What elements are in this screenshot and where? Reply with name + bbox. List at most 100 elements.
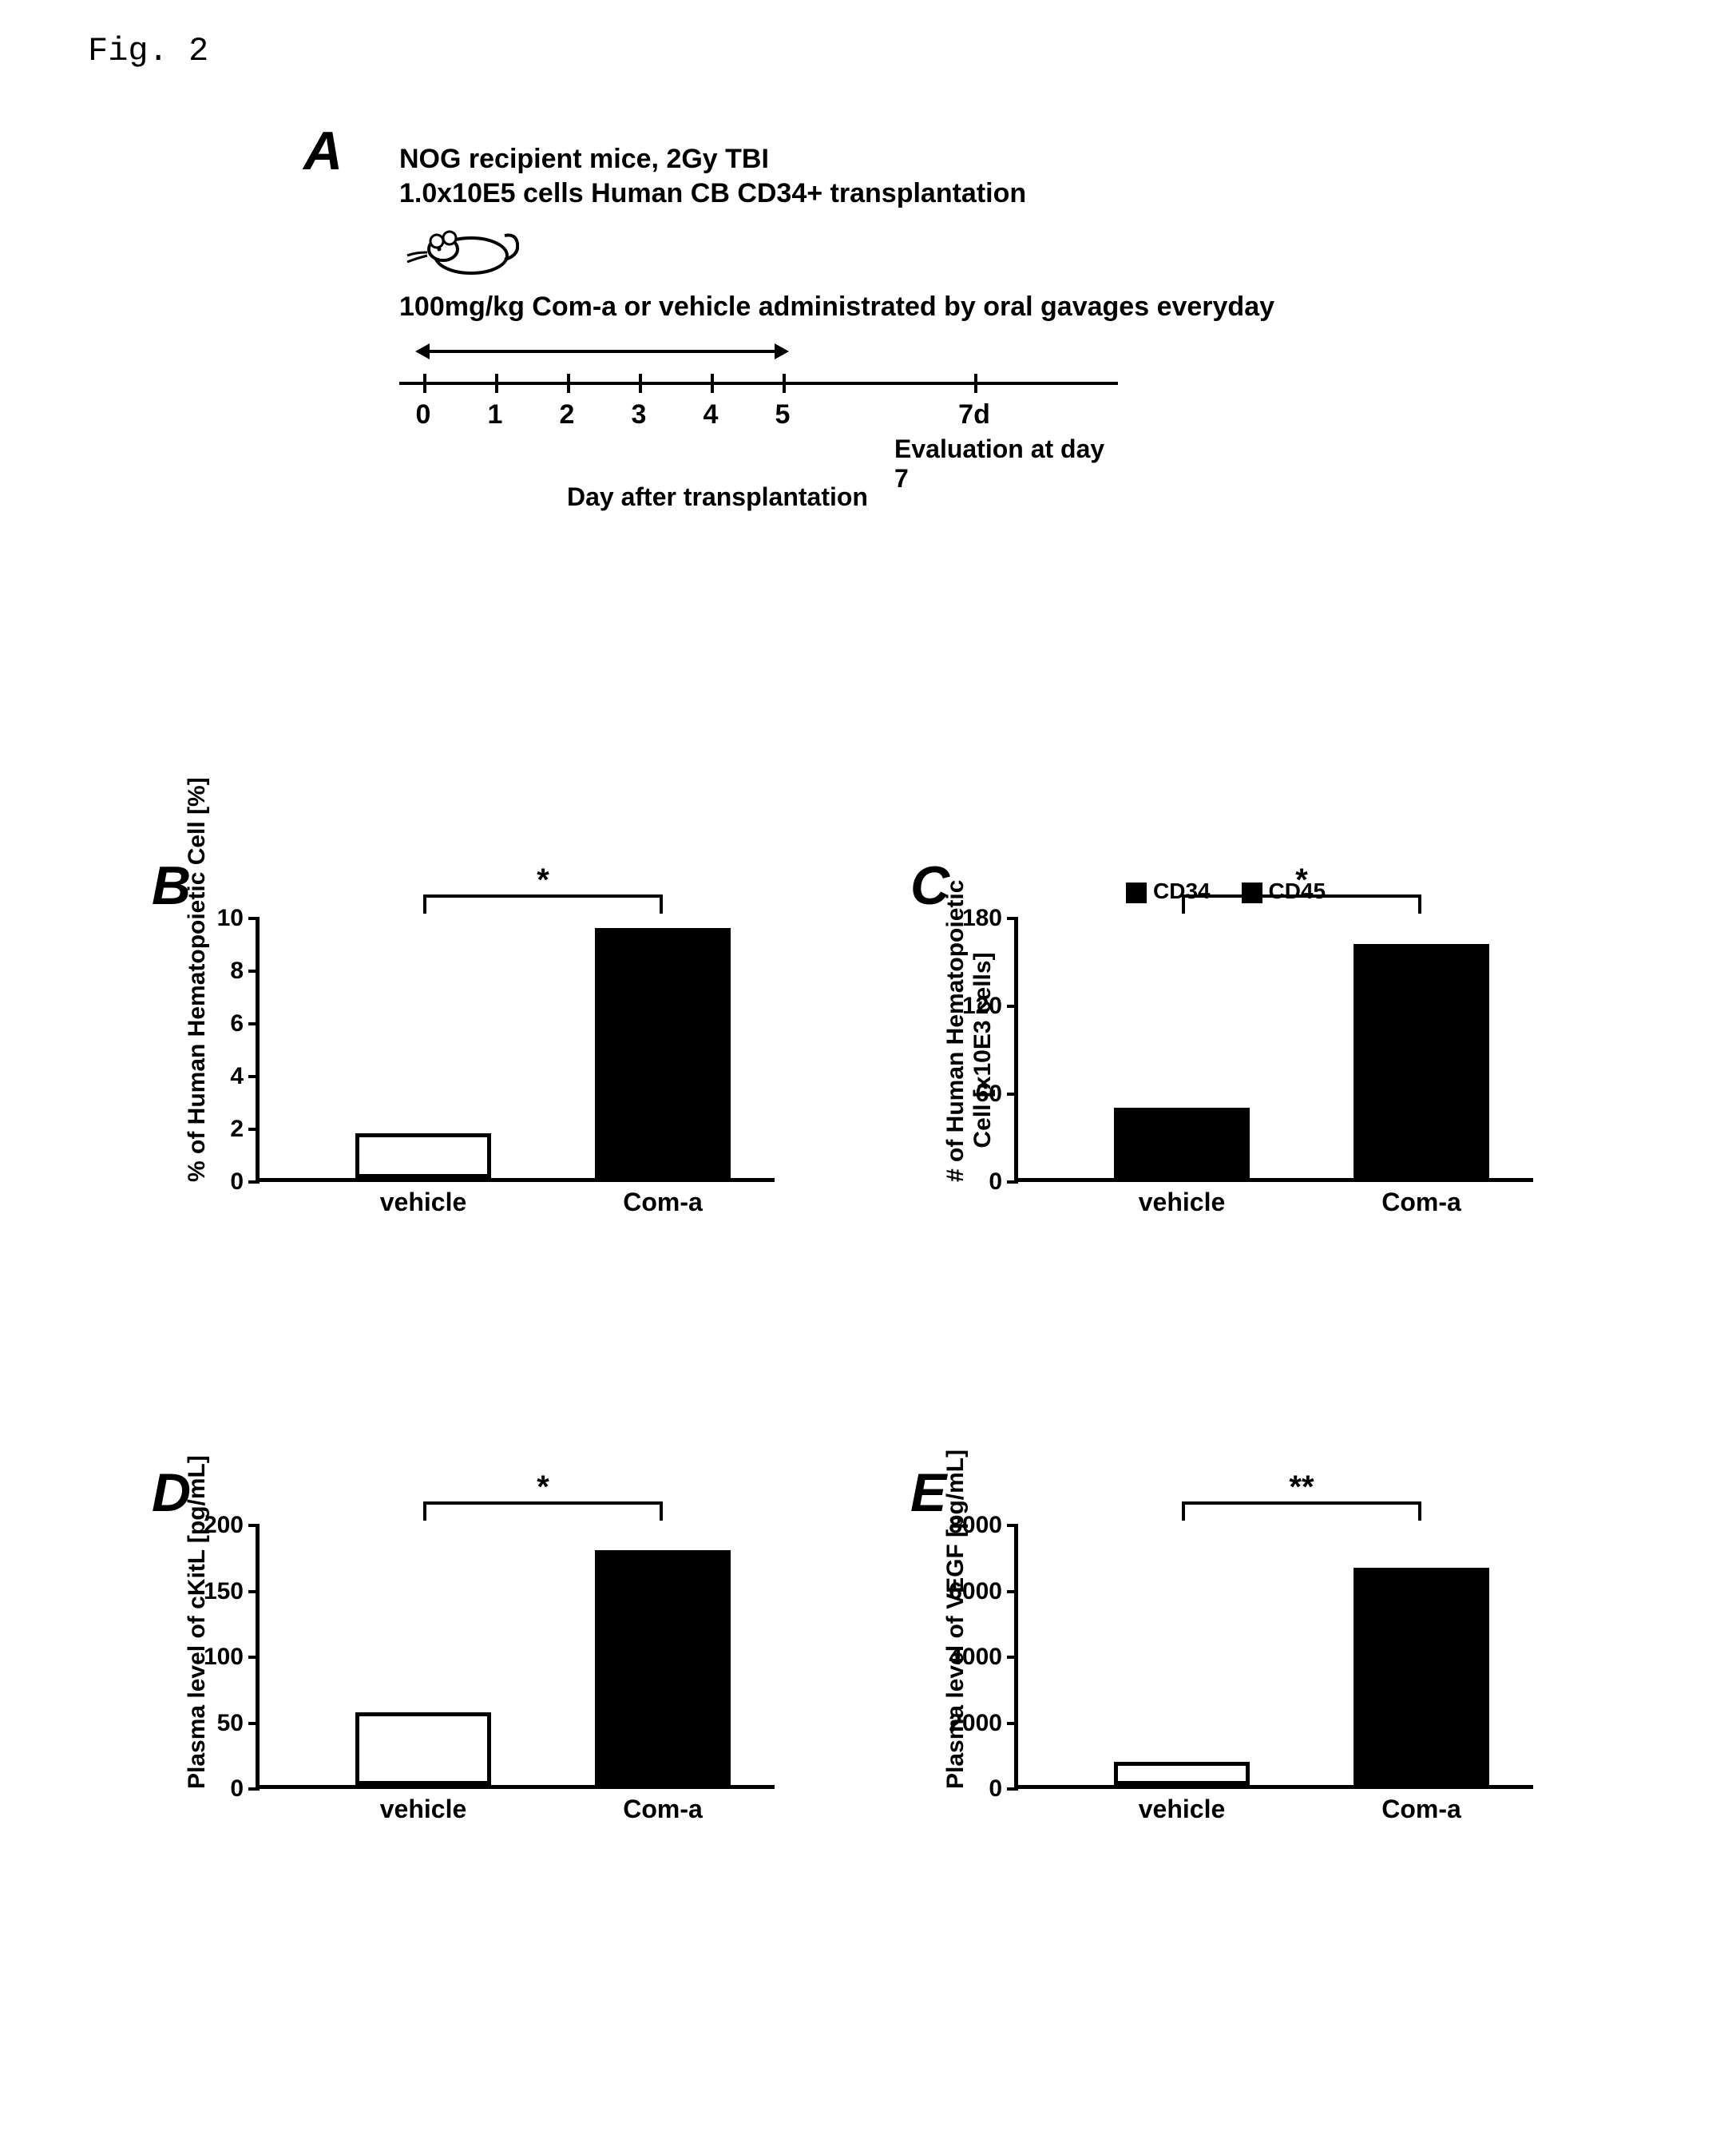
x-tick-label: vehicle <box>380 1795 467 1824</box>
panel-a: A NOG recipient mice, 2Gy TBI 1.0x10E5 c… <box>303 120 1421 514</box>
y-tick-label: 8 <box>230 958 244 985</box>
y-tick <box>248 1524 260 1527</box>
y-tick <box>248 1590 260 1593</box>
timeline-tick <box>639 374 642 393</box>
panel-d-plot: 050100150200vehicleCom-a* <box>256 1525 775 1789</box>
x-tick-label: Com-a <box>623 1188 703 1217</box>
y-tick <box>248 970 260 973</box>
y-tick <box>248 1022 260 1025</box>
y-tick-label: 4 <box>230 1063 244 1090</box>
y-tick-label: 0 <box>230 1168 244 1196</box>
panel-e: E Plasma level of VEGF [pg/mL] 020004000… <box>918 1470 1597 1853</box>
y-tick-label: 8000 <box>949 1512 1002 1539</box>
panel-d: D Plasma level of cKitL [pg/mL] 05010015… <box>160 1470 838 1853</box>
timeline-tick <box>711 374 714 393</box>
figure-label: Fig. 2 <box>88 32 208 70</box>
y-tick <box>248 1075 260 1078</box>
mouse-icon <box>399 224 1421 284</box>
y-tick-label: 10 <box>217 905 244 932</box>
y-tick-label: 60 <box>976 1081 1002 1108</box>
significance-star: * <box>537 863 549 898</box>
y-tick <box>1007 1180 1018 1184</box>
y-tick-label: 200 <box>204 1512 244 1539</box>
panel-b-ylabel: % of Human Hematopoietic Cell [%] <box>184 918 211 1182</box>
timeline-eval-label: Evaluation at day 7 <box>894 434 1118 494</box>
bar <box>595 928 731 1179</box>
bar <box>1114 1108 1250 1178</box>
timeline-tick <box>567 374 570 393</box>
y-tick-label: 100 <box>204 1644 244 1671</box>
timeline-tick <box>783 374 786 393</box>
timeline-tick-label: 7d <box>958 399 990 430</box>
x-tick-label: Com-a <box>623 1795 703 1824</box>
y-tick-label: 2000 <box>949 1710 1002 1737</box>
significance-star: * <box>1295 863 1308 898</box>
panel-c: C CD34 CD45 # of Human Hematopoietic Cel… <box>918 863 1597 1246</box>
x-tick-label: Com-a <box>1381 1188 1461 1217</box>
y-tick <box>1007 917 1018 920</box>
timeline-tick <box>495 374 498 393</box>
timeline-tick-label: 0 <box>416 399 431 430</box>
y-tick <box>248 1787 260 1791</box>
y-tick <box>1007 1005 1018 1008</box>
y-tick <box>248 1656 260 1659</box>
timeline-axis <box>399 382 1118 385</box>
bar <box>1354 1568 1489 1785</box>
panel-c-ylabel: # of Human Hematopoietic Cell [x10E3 cel… <box>942 918 997 1182</box>
bar <box>1354 944 1489 1178</box>
y-tick <box>1007 1656 1018 1659</box>
bar <box>595 1550 731 1785</box>
y-tick <box>1007 1093 1018 1096</box>
y-tick <box>248 1128 260 1131</box>
y-tick <box>248 1722 260 1725</box>
y-tick-label: 0 <box>230 1775 244 1803</box>
y-tick-label: 2 <box>230 1116 244 1143</box>
y-tick-label: 50 <box>217 1710 244 1737</box>
y-tick-label: 4000 <box>949 1644 1002 1671</box>
y-tick <box>248 917 260 920</box>
x-tick-label: Com-a <box>1381 1795 1461 1824</box>
timeline-tick <box>974 374 977 393</box>
panel-c-ylabel-2: Cell [x10E3 cells] <box>969 952 996 1148</box>
panel-a-line1: NOG recipient mice, 2Gy TBI <box>399 144 1421 175</box>
timeline-tick-label: 4 <box>704 399 719 430</box>
y-tick-label: 120 <box>962 993 1002 1020</box>
timeline-tick-label: 3 <box>632 399 647 430</box>
panel-a-content: NOG recipient mice, 2Gy TBI 1.0x10E5 cel… <box>399 144 1421 514</box>
y-tick <box>1007 1590 1018 1593</box>
bar <box>1114 1762 1250 1785</box>
timeline-tick-label: 2 <box>560 399 575 430</box>
timeline-tick-label: 5 <box>775 399 791 430</box>
timeline-arrow-line <box>423 350 783 353</box>
timeline-x-label: Day after transplantation <box>567 482 868 512</box>
panel-a-timeline: 0 1 2 3 4 5 7d Evaluation at day 7 Day after t… <box>399 339 1118 514</box>
legend-swatch-cd34 <box>1126 883 1147 903</box>
timeline-arrow-right <box>775 343 789 359</box>
y-tick <box>1007 1787 1018 1791</box>
panel-e-plot: 02000400060008000vehicleCom-a** <box>1014 1525 1533 1789</box>
x-tick-label: vehicle <box>1139 1795 1226 1824</box>
timeline-tick <box>423 374 426 393</box>
y-tick-label: 180 <box>962 905 1002 932</box>
y-tick <box>248 1180 260 1184</box>
panel-a-line3: 100mg/kg Com-a or vehicle administrated … <box>399 292 1421 323</box>
panel-c-plot: 060120180vehicleCom-a* <box>1014 918 1533 1182</box>
y-tick-label: 6 <box>230 1010 244 1037</box>
x-tick-label: vehicle <box>1139 1188 1226 1217</box>
y-tick-label: 6000 <box>949 1578 1002 1605</box>
panel-e-letter: E <box>910 1462 946 1524</box>
y-tick-label: 0 <box>989 1775 1002 1803</box>
panel-b: B % of Human Hematopoietic Cell [%] 0246… <box>160 863 838 1246</box>
panel-a-line2: 1.0x10E5 cells Human CB CD34+ transplant… <box>399 178 1421 209</box>
significance-star: ** <box>1289 1470 1314 1505</box>
y-tick-label: 150 <box>204 1578 244 1605</box>
bar <box>355 1133 491 1178</box>
y-tick-label: 0 <box>989 1168 1002 1196</box>
y-tick <box>1007 1524 1018 1527</box>
panel-a-letter: A <box>303 120 343 182</box>
timeline-tick-label: 1 <box>488 399 503 430</box>
x-tick-label: vehicle <box>380 1188 467 1217</box>
y-tick <box>1007 1722 1018 1725</box>
bar <box>355 1712 491 1785</box>
significance-star: * <box>537 1470 549 1505</box>
